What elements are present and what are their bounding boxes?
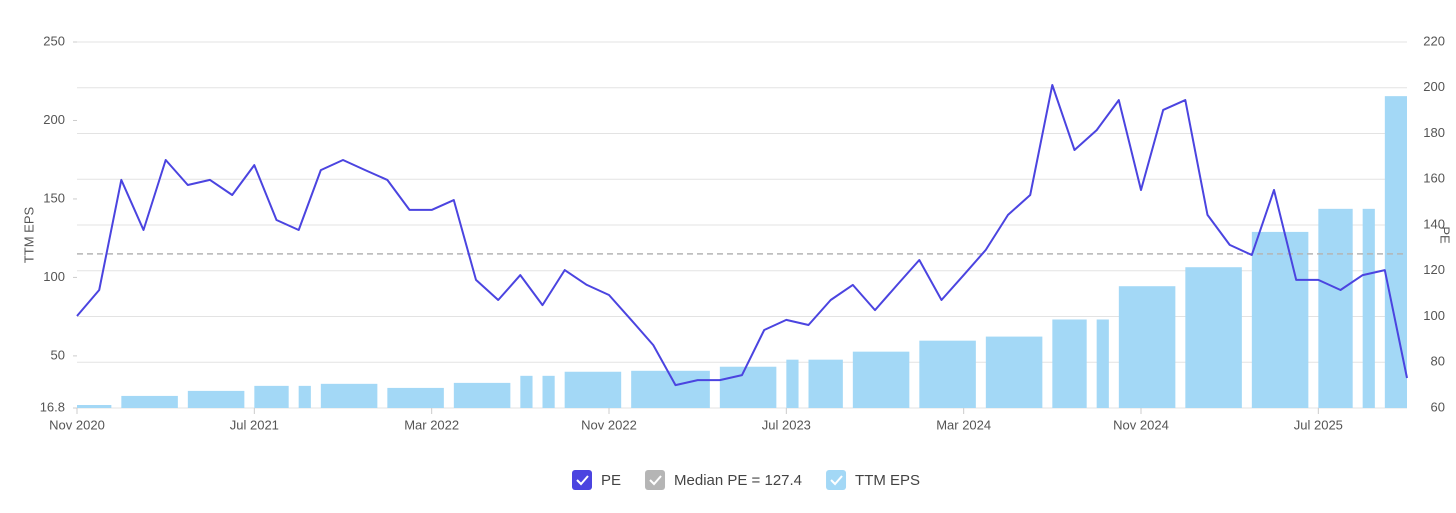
x-tick-label: Mar 2022 xyxy=(404,417,459,432)
x-tick-label: Jul 2021 xyxy=(230,417,279,432)
bar xyxy=(254,385,289,408)
bar xyxy=(121,395,178,408)
legend-checkbox[interactable] xyxy=(645,470,666,490)
y-tick-label: 150 xyxy=(43,190,65,205)
bar xyxy=(542,375,555,408)
bar xyxy=(520,375,533,408)
bar xyxy=(1318,208,1353,408)
bar xyxy=(387,387,444,408)
y2-tick-label: 120 xyxy=(1423,262,1445,277)
legend-item[interactable]: PE xyxy=(572,470,621,490)
y-tick-label: 16.8 xyxy=(40,399,65,414)
legend-checkbox[interactable] xyxy=(572,470,592,490)
y2-tick-label: 100 xyxy=(1423,308,1445,323)
x-tick-label: Jul 2023 xyxy=(762,417,811,432)
bar xyxy=(1185,267,1242,408)
bar xyxy=(320,383,378,408)
y2-tick-label: 60 xyxy=(1431,399,1445,414)
bar xyxy=(1384,96,1407,408)
legend-label: Median PE = 127.4 xyxy=(674,472,802,489)
x-tick-label: Mar 2024 xyxy=(936,417,991,432)
bar xyxy=(77,405,112,408)
y2-tick-label: 180 xyxy=(1423,125,1445,140)
bar xyxy=(919,340,976,408)
bar xyxy=(298,385,311,408)
y2-tick-label: 220 xyxy=(1423,33,1445,48)
legend-check xyxy=(830,475,843,486)
legend-item[interactable]: TTM EPS xyxy=(826,470,920,490)
x-tick-label: Nov 2022 xyxy=(581,417,637,432)
bar xyxy=(786,359,799,408)
legend-label: TTM EPS xyxy=(855,472,920,489)
bar xyxy=(564,371,622,408)
y2-tick-label: 200 xyxy=(1423,79,1445,94)
bar xyxy=(985,336,1043,408)
y2-tick-label: 140 xyxy=(1423,216,1445,231)
legend-label: PE xyxy=(601,472,621,489)
bar xyxy=(808,359,843,408)
legend: PE Median PE = 127.4 TTM EPS xyxy=(572,470,920,490)
y2-tick-label: 80 xyxy=(1431,354,1445,369)
legend-checkbox[interactable] xyxy=(826,470,847,490)
y2-axis-label: PE xyxy=(1438,226,1453,244)
bar xyxy=(453,382,511,408)
bar xyxy=(719,366,777,408)
bar xyxy=(1251,231,1309,408)
bar xyxy=(852,351,910,408)
bar xyxy=(1052,319,1087,408)
y-tick-label: 100 xyxy=(43,269,65,284)
bar xyxy=(1096,319,1109,408)
x-tick-label: Nov 2020 xyxy=(49,417,105,432)
pe-line xyxy=(76,84,1408,387)
bar xyxy=(1362,208,1375,408)
x-tick-label: Jul 2025 xyxy=(1294,417,1343,432)
bar xyxy=(187,390,245,408)
legend-check xyxy=(649,475,662,486)
legend-item[interactable]: Median PE = 127.4 xyxy=(645,470,802,490)
y2-tick-label: 160 xyxy=(1423,171,1445,186)
x-tick-label: Nov 2024 xyxy=(1113,417,1169,432)
y-axis-label: TTM EPS xyxy=(21,207,36,264)
legend-check xyxy=(576,475,589,486)
y-tick-label: 50 xyxy=(51,347,65,362)
y-tick-label: 200 xyxy=(43,112,65,127)
y-tick-label: 250 xyxy=(43,33,65,48)
bar xyxy=(1118,286,1176,408)
